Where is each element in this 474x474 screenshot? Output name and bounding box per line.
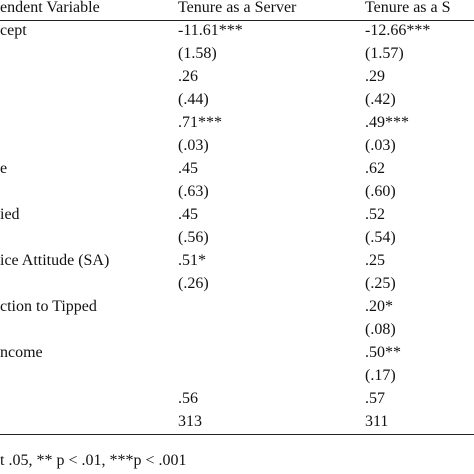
value-cell: (.63) <box>178 183 209 200</box>
bottom-rule <box>0 434 474 435</box>
row-label: ction to Tipped <box>0 298 97 315</box>
value-cell: (1.57) <box>365 45 404 62</box>
value-cell: .71*** <box>178 114 222 131</box>
value-cell: (.03) <box>365 137 396 154</box>
value-cell: (.17) <box>365 367 396 384</box>
value-cell: 313 <box>178 413 202 430</box>
value-cell: .52 <box>365 206 385 223</box>
value-cell: (.42) <box>365 91 396 108</box>
header-rule <box>0 20 474 21</box>
value-cell: .62 <box>365 160 385 177</box>
value-cell: (.44) <box>178 91 209 108</box>
value-cell: -11.61*** <box>178 22 243 39</box>
header-cell: Tenure as a S <box>365 0 451 16</box>
value-cell: .45 <box>178 160 198 177</box>
value-cell: .57 <box>365 390 385 407</box>
value-cell: -12.66*** <box>365 22 431 39</box>
value-cell: .26 <box>178 68 198 85</box>
value-cell: .56 <box>178 390 198 407</box>
value-cell: .49*** <box>365 114 409 131</box>
value-cell: (.54) <box>365 229 396 246</box>
value-cell: (.26) <box>178 275 209 292</box>
footnote: t .05, ** p < .01, ***p < .001 <box>0 452 187 469</box>
value-cell: (1.58) <box>178 45 217 62</box>
row-label: ied <box>0 206 20 223</box>
header-cell: Tenure as a Server <box>178 0 297 16</box>
value-cell: (.60) <box>365 183 396 200</box>
row-label: cept <box>0 22 27 39</box>
value-cell: (.08) <box>365 321 396 338</box>
value-cell: (.03) <box>178 137 209 154</box>
value-cell: .51* <box>178 252 206 269</box>
row-label: ncome <box>0 344 43 361</box>
header-cell: endent Variable <box>0 0 100 16</box>
value-cell: .20* <box>365 298 393 315</box>
value-cell: .25 <box>365 252 385 269</box>
value-cell: .29 <box>365 68 385 85</box>
value-cell: .45 <box>178 206 198 223</box>
row-label: e <box>0 160 8 177</box>
value-cell: (.25) <box>365 275 396 292</box>
value-cell: .50** <box>365 344 401 361</box>
row-label: ice Attitude (SA) <box>0 252 110 269</box>
value-cell: (.56) <box>178 229 209 246</box>
value-cell: 311 <box>365 413 389 430</box>
